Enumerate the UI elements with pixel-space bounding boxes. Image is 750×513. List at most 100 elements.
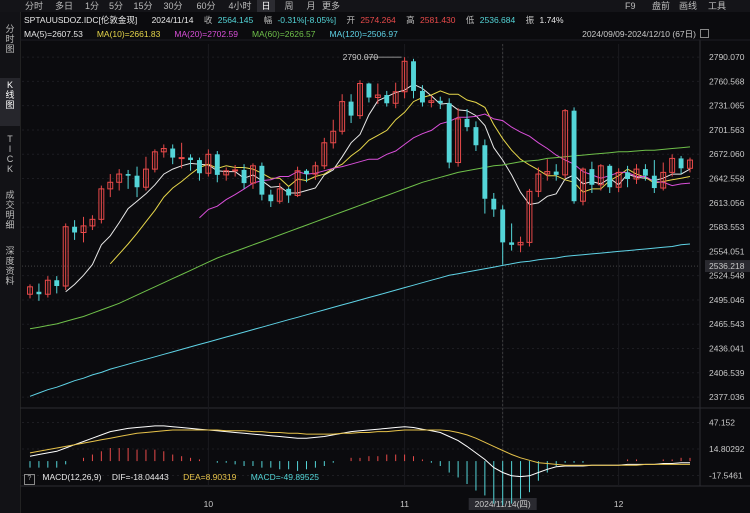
sidebar-item[interactable]: 深 度 资 料 (5, 246, 15, 286)
candle-body (687, 159, 693, 169)
candle-body (205, 153, 212, 174)
toolbar-item[interactable]: 1分 (84, 1, 99, 11)
ma-legend: MA(5)=2607.53 MA(10)=2661.83 MA(20)=2702.5… (24, 28, 412, 40)
candle-body (535, 173, 542, 192)
candle-body (366, 83, 372, 98)
toolbar-item[interactable]: 周 (284, 1, 294, 11)
price-tick-label: 2554.051 (709, 246, 745, 256)
ma-legend-item: MA(60)=2626.57 (251, 29, 316, 39)
candle-body (170, 148, 176, 158)
toolbar-item[interactable]: 4小时 (228, 1, 252, 11)
sidebar-item[interactable]: 分 时 图 (5, 24, 15, 54)
macd-value: MACD=-49.89525 (250, 472, 319, 482)
macd-dea: DEA=8.90319 (183, 472, 237, 482)
toolbar-item[interactable]: 更多 (321, 1, 340, 11)
candle-body (98, 188, 105, 220)
price-tick-label: 2524.548 (709, 271, 745, 281)
candle-body (357, 83, 363, 117)
x-tick-label: 12 (614, 499, 624, 509)
price-tick-label: 2583.553 (709, 222, 745, 232)
annotation-label: 2790.070 (343, 52, 379, 62)
candle-body (562, 110, 569, 176)
candle-body (625, 172, 631, 179)
toolbar-item[interactable]: 日 (257, 0, 275, 12)
toolbar-item[interactable]: 15分 (133, 1, 153, 11)
price-tick-label: 2465.543 (709, 319, 745, 329)
open-value: 2574.264 (360, 15, 396, 25)
x-tick-label: 11 (400, 499, 409, 509)
candle-body (509, 242, 515, 245)
toolbar-right-item[interactable]: 盘前 (652, 1, 671, 11)
sidebar-item[interactable]: K 线 图 (0, 78, 20, 126)
candle-body (339, 101, 346, 132)
toolbar-item[interactable]: 5分 (108, 1, 123, 11)
date-range: 2024/09/09-2024/12/10 (67日) (582, 29, 696, 39)
candle-body (125, 174, 131, 176)
toolbar-item[interactable]: 30分 (163, 1, 183, 11)
quote-date: 2024/11/14 (151, 15, 194, 25)
candle-body (178, 157, 185, 160)
toolbar-item[interactable]: 60分 (196, 1, 216, 11)
candle-body (455, 118, 462, 164)
candle-body (473, 127, 479, 146)
candle-body (642, 169, 648, 176)
macd-legend: ? MACD(12,26,9) DIF=-18.04443 DEA=8.9031… (24, 472, 319, 485)
macd-dif-line (29, 425, 690, 478)
price-tick-label: 2642.558 (709, 174, 745, 184)
candle-body (107, 181, 114, 190)
macd-tick-label: -17.5461 (709, 470, 743, 480)
candle-body (580, 168, 586, 202)
toolbar-right-item[interactable]: F9 (625, 1, 636, 11)
candle-body (134, 175, 140, 188)
candle-body (500, 209, 506, 243)
range-settings-icon[interactable] (700, 29, 709, 38)
candle-body (589, 169, 595, 185)
change-label: 幅 (263, 15, 273, 25)
toolbar-item[interactable]: 分时 (24, 1, 43, 11)
candle-body (660, 171, 667, 189)
candle-body (374, 94, 381, 99)
price-tick-label: 2436.041 (709, 344, 745, 354)
candle-body (250, 165, 256, 184)
candle-body (188, 157, 193, 161)
price-tick-label: 2790.070 (709, 52, 745, 62)
symbol-name: SPTAUUSDOZ.IDC[伦敦金现] (24, 15, 138, 25)
open-label: 开 (346, 15, 355, 25)
timeframe-toolbar: 分时 多日 1分 5分 15分 30分 60分 4小时日周 月更多 F9 盘前 画线 工具 (0, 0, 750, 12)
toolbar-item[interactable]: 多日 (54, 1, 73, 11)
candle-body (268, 194, 274, 202)
candle-body (259, 165, 265, 195)
candle-body (482, 145, 488, 199)
toolbar-item[interactable]: 月 (306, 1, 316, 11)
quote-info-line: SPTAUUSDOZ.IDC[伦敦金现] 2024/11/14 收 2564.1… (24, 14, 564, 26)
candle-body (464, 118, 470, 128)
candle-body (384, 95, 390, 104)
candle-body (116, 173, 123, 183)
macd-name: MACD(12,26,9) (42, 472, 102, 482)
candle-body (517, 241, 524, 246)
candle-body (615, 171, 622, 188)
candle-body (54, 280, 60, 286)
candle-body (89, 218, 96, 227)
x-tick-label: 10 (204, 499, 214, 509)
candle-body (348, 101, 354, 116)
help-icon[interactable]: ? (24, 474, 35, 485)
candle-body (214, 154, 220, 175)
candle-body (678, 158, 684, 169)
low-label: 低 (465, 15, 475, 25)
sidebar-item[interactable]: T I C K (6, 134, 14, 174)
toolbar-right-item[interactable]: 工具 (708, 1, 727, 11)
macd-tick-label: 47.152 (709, 418, 735, 428)
price-tick-label: 2701.563 (709, 125, 745, 135)
ma-line-ma10 (109, 90, 691, 265)
price-tick-label: 2760.568 (709, 76, 745, 86)
candle-body (651, 175, 657, 189)
toolbar-right-item[interactable]: 画线 (679, 1, 698, 11)
change-value: -0.31%[-8.05%] (277, 15, 337, 25)
candle-body (437, 100, 443, 104)
current-price-tag (705, 260, 750, 273)
sidebar-item[interactable]: 成 交 明 细 (5, 190, 15, 230)
current-price-label: 2536.218 (709, 261, 745, 271)
candle-body (276, 188, 283, 202)
price-tick-label: 2406.539 (709, 368, 745, 378)
